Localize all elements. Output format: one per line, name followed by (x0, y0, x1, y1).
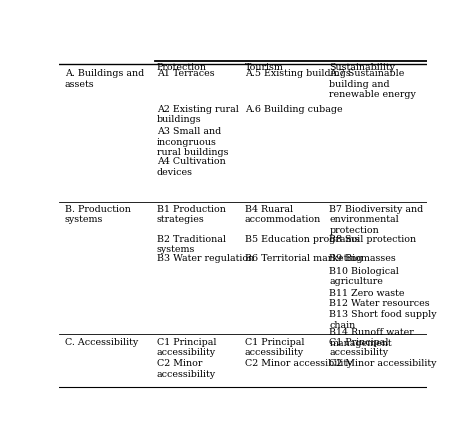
Text: A.5 Existing buildings: A.5 Existing buildings (245, 70, 350, 78)
Text: B6 Territorial marketing: B6 Territorial marketing (245, 254, 363, 263)
Text: B10 Biological
agriculture: B10 Biological agriculture (329, 267, 399, 286)
Text: B5 Education programs: B5 Education programs (245, 235, 359, 244)
Text: B9 Biomasses: B9 Biomasses (329, 254, 396, 263)
Text: C1 Principal
accessibility: C1 Principal accessibility (156, 338, 216, 357)
Text: B7 Biodiversity and
environmental
protection: B7 Biodiversity and environmental protec… (329, 205, 423, 235)
Text: B12 Water resources: B12 Water resources (329, 300, 430, 308)
Text: A4 Cultivation
devices: A4 Cultivation devices (156, 157, 225, 177)
Text: C. Accessibility: C. Accessibility (65, 338, 138, 346)
Text: C2 Minor accessibility: C2 Minor accessibility (329, 360, 437, 368)
Text: C1 Principal
accessibility: C1 Principal accessibility (329, 338, 389, 357)
Text: B4 Ruaral
accommodation: B4 Ruaral accommodation (245, 205, 321, 224)
Text: B11 Zero waste: B11 Zero waste (329, 289, 405, 298)
Text: A1 Terraces: A1 Terraces (156, 70, 214, 78)
Text: A. Buildings and
assets: A. Buildings and assets (65, 70, 144, 89)
Text: B3 Water regulation: B3 Water regulation (156, 254, 254, 263)
Text: Tourism: Tourism (245, 63, 283, 72)
Text: C2 Minor accessibility: C2 Minor accessibility (245, 360, 352, 368)
Text: B1 Production
strategies: B1 Production strategies (156, 205, 226, 224)
Text: Protection: Protection (156, 63, 207, 72)
Text: C2 Minor
accessibility: C2 Minor accessibility (156, 360, 216, 379)
Text: B14 Runoff water
management: B14 Runoff water management (329, 328, 414, 347)
Text: B2 Traditional
systems: B2 Traditional systems (156, 235, 226, 254)
Text: B13 Short food supply
chain: B13 Short food supply chain (329, 310, 437, 330)
Text: C1 Principal
accessibility: C1 Principal accessibility (245, 338, 304, 357)
Text: A.7 Sustainable
building and
renewable energy: A.7 Sustainable building and renewable e… (329, 70, 416, 99)
Text: B. Production
systems: B. Production systems (65, 205, 131, 224)
Text: A3 Small and
incongruous
rural buildings: A3 Small and incongruous rural buildings (156, 127, 228, 157)
Text: B8 Soil protection: B8 Soil protection (329, 235, 416, 244)
Text: A2 Existing rural
buildings: A2 Existing rural buildings (156, 105, 238, 124)
Text: Sustainability: Sustainability (329, 63, 395, 72)
Text: A.6 Building cubage: A.6 Building cubage (245, 105, 342, 114)
